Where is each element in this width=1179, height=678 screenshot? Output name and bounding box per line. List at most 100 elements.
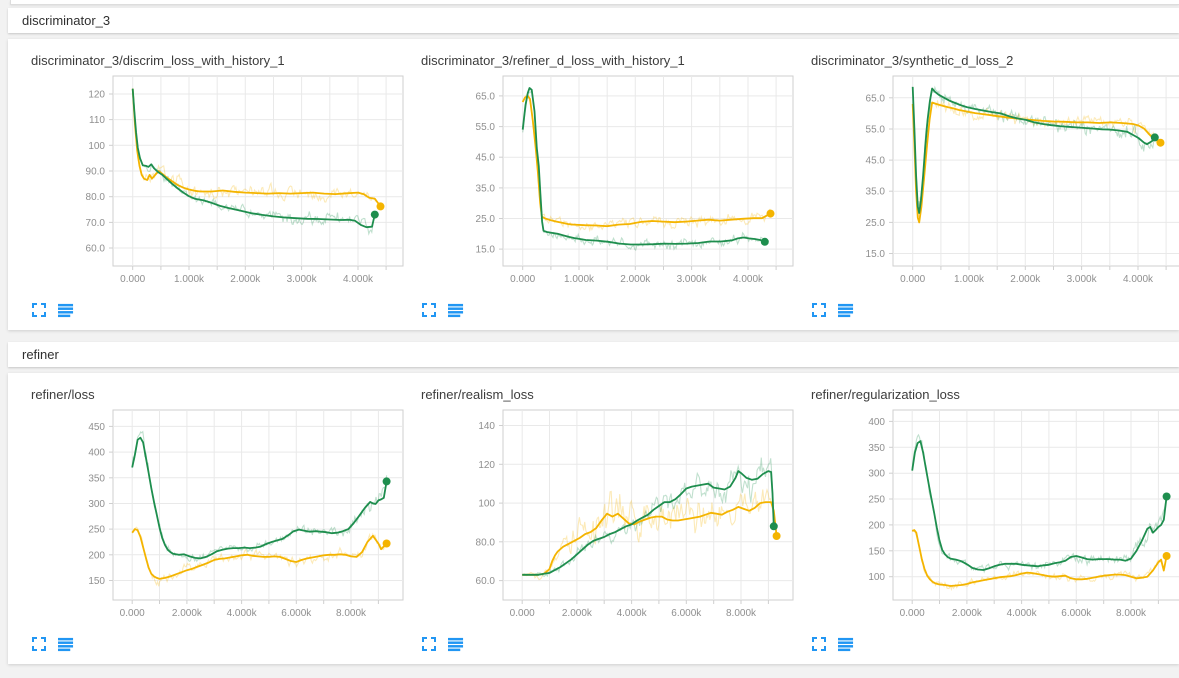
svg-text:4.000k: 4.000k (343, 274, 374, 285)
run-selector-icon[interactable] (838, 636, 854, 652)
svg-text:55.0: 55.0 (866, 125, 886, 136)
svg-text:0.000: 0.000 (900, 608, 925, 619)
svg-text:8.000k: 8.000k (1116, 608, 1147, 619)
section-title: discriminator_3 (22, 13, 111, 28)
svg-text:8.000k: 8.000k (726, 608, 757, 619)
chart-block: discriminator_3/refiner_d_loss_with_hist… (408, 47, 798, 320)
svg-text:2.000k: 2.000k (620, 274, 651, 285)
svg-text:400: 400 (88, 448, 105, 459)
svg-text:25.0: 25.0 (476, 214, 496, 225)
run-selector-icon[interactable] (838, 302, 854, 318)
svg-text:100: 100 (88, 141, 105, 152)
section-header-refiner[interactable]: refiner (8, 342, 1179, 367)
section-charts-discriminator-3: discriminator_3/discrim_loss_with_histor… (8, 39, 1179, 330)
svg-text:120: 120 (478, 460, 495, 471)
fullscreen-expand-icon[interactable] (421, 302, 437, 318)
svg-text:80.0: 80.0 (476, 537, 496, 548)
svg-text:45.0: 45.0 (476, 153, 496, 164)
svg-text:65.0: 65.0 (476, 91, 496, 102)
run-selector-icon[interactable] (448, 636, 464, 652)
svg-text:0.000: 0.000 (900, 274, 925, 285)
chart-title: refiner/regularization_loss (811, 387, 960, 402)
svg-text:100: 100 (868, 572, 885, 583)
chart-title: refiner/loss (31, 387, 95, 402)
svg-text:25.0: 25.0 (866, 218, 886, 229)
svg-text:250: 250 (88, 525, 105, 536)
svg-text:0.000: 0.000 (510, 274, 535, 285)
svg-text:45.0: 45.0 (866, 156, 886, 167)
svg-text:70.0: 70.0 (86, 218, 106, 229)
svg-text:2.000k: 2.000k (952, 608, 983, 619)
fullscreen-expand-icon[interactable] (31, 302, 47, 318)
svg-text:200: 200 (88, 550, 105, 561)
svg-text:4.000k: 4.000k (733, 274, 764, 285)
svg-text:35.0: 35.0 (866, 187, 886, 198)
svg-text:120: 120 (88, 90, 105, 101)
svg-text:0.000: 0.000 (120, 274, 145, 285)
svg-text:80.0: 80.0 (86, 192, 106, 203)
svg-text:15.0: 15.0 (476, 245, 496, 256)
svg-text:1.000k: 1.000k (954, 274, 985, 285)
svg-text:6.000k: 6.000k (1061, 608, 1092, 619)
line-chart[interactable]: 150 200 250 300 350 400 450 0.000 2.000k 4.000k 6.… (30, 403, 405, 627)
section-charts-refiner: refiner/loss 150 200 250 300 350 400 450 0.000 2… (8, 373, 1179, 664)
svg-text:2.000k: 2.000k (1010, 274, 1041, 285)
svg-text:3.000k: 3.000k (287, 274, 318, 285)
svg-text:110: 110 (89, 115, 105, 126)
svg-text:1.000k: 1.000k (564, 274, 595, 285)
chart-block: refiner/realism_loss 60.0 80.0 100 120 140 0.… (408, 381, 798, 654)
svg-text:250: 250 (868, 495, 885, 506)
scalars-dashboard: discriminator_3 discriminator_3/discrim_… (8, 8, 1179, 664)
svg-text:450: 450 (88, 422, 105, 433)
svg-text:90.0: 90.0 (86, 167, 106, 178)
svg-text:4.000k: 4.000k (617, 608, 648, 619)
svg-text:55.0: 55.0 (476, 122, 496, 133)
svg-text:15.0: 15.0 (866, 249, 886, 260)
svg-text:200: 200 (868, 520, 885, 531)
previous-card-edge (10, 0, 1179, 5)
svg-text:400: 400 (868, 417, 885, 428)
chart-block: refiner/loss 150 200 250 300 350 400 450 0.000 2… (18, 381, 408, 654)
chart-title: discriminator_3/refiner_d_loss_with_hist… (421, 53, 685, 68)
svg-text:4.000k: 4.000k (227, 608, 258, 619)
svg-text:3.000k: 3.000k (1067, 274, 1098, 285)
svg-text:1.000k: 1.000k (174, 274, 205, 285)
fullscreen-expand-icon[interactable] (811, 636, 827, 652)
svg-text:4.000k: 4.000k (1123, 274, 1154, 285)
svg-text:150: 150 (868, 546, 885, 557)
svg-text:60.0: 60.0 (476, 576, 496, 587)
section-header-discriminator-3[interactable]: discriminator_3 (8, 8, 1179, 33)
chart-block: refiner/regularization_loss 100 150 200 250… (798, 381, 1179, 654)
svg-text:300: 300 (868, 469, 885, 480)
svg-text:2.000k: 2.000k (562, 608, 593, 619)
svg-text:350: 350 (88, 473, 105, 484)
fullscreen-expand-icon[interactable] (421, 636, 437, 652)
line-chart[interactable]: 60.0 80.0 100 120 140 0.000 2.000k 4.000k 6.000k… (420, 403, 795, 627)
svg-text:300: 300 (88, 499, 105, 510)
svg-text:6.000k: 6.000k (671, 608, 702, 619)
svg-text:0.000: 0.000 (510, 608, 535, 619)
svg-text:150: 150 (88, 576, 105, 587)
run-selector-icon[interactable] (448, 302, 464, 318)
line-chart[interactable]: 15.0 25.0 35.0 45.0 55.0 65.0 0.000 1.000k 2.000… (810, 69, 1179, 293)
run-selector-icon[interactable] (58, 302, 74, 318)
svg-text:140: 140 (478, 421, 495, 432)
chart-title: discriminator_3/discrim_loss_with_histor… (31, 53, 285, 68)
chart-title: refiner/realism_loss (421, 387, 534, 402)
chart-block: discriminator_3/synthetic_d_loss_2 15.0 2… (798, 47, 1179, 320)
svg-text:0.000: 0.000 (120, 608, 145, 619)
fullscreen-expand-icon[interactable] (31, 636, 47, 652)
line-chart[interactable]: 100 150 200 250 300 350 400 0.000 2.000k 4.000k 6.… (810, 403, 1179, 627)
fullscreen-expand-icon[interactable] (811, 302, 827, 318)
svg-text:6.000k: 6.000k (281, 608, 312, 619)
line-chart[interactable]: 60.0 70.0 80.0 90.0 100 110 120 0.000 1.000k 2.00… (30, 69, 405, 293)
section-title: refiner (22, 347, 59, 362)
svg-text:35.0: 35.0 (476, 183, 496, 194)
svg-text:3.000k: 3.000k (677, 274, 708, 285)
svg-text:60.0: 60.0 (86, 244, 106, 255)
svg-text:350: 350 (868, 443, 885, 454)
run-selector-icon[interactable] (58, 636, 74, 652)
svg-text:100: 100 (478, 499, 495, 510)
line-chart[interactable]: 15.0 25.0 35.0 45.0 55.0 65.0 0.000 1.000k 2.000… (420, 69, 795, 293)
svg-text:2.000k: 2.000k (172, 608, 203, 619)
